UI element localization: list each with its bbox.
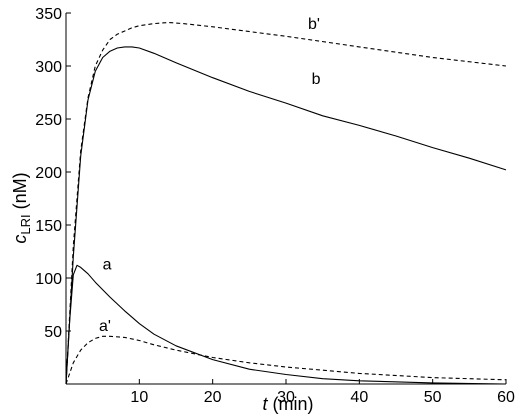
y-axis-variable: c xyxy=(10,235,30,244)
curve-label: b' xyxy=(308,16,320,33)
y-tick-label: 300 xyxy=(35,59,62,76)
x-axis-variable: t xyxy=(262,394,268,414)
y-tick-label: 350 xyxy=(35,6,62,23)
y-axis-unit: (nM) xyxy=(10,172,30,214)
y-axis-subscript: LRI xyxy=(18,214,33,234)
series-layer xyxy=(65,21,507,385)
series-line-b-prime xyxy=(65,21,507,385)
annotation-layer: b' b a a' xyxy=(99,16,321,335)
axes: 10 20 30 40 50 60 50 100 150 200 250 300 350 xyxy=(35,6,515,406)
x-tick-label: 20 xyxy=(204,389,222,406)
series-line-b xyxy=(65,46,507,385)
x-axis-unit: (min) xyxy=(268,394,314,414)
x-tick-label: 40 xyxy=(350,389,368,406)
x-tick-label: 30 xyxy=(277,389,295,406)
x-tick-label: 50 xyxy=(424,389,442,406)
y-tick-label: 100 xyxy=(35,271,62,288)
curve-label: a xyxy=(103,257,112,274)
y-tick-label: 150 xyxy=(35,218,62,235)
x-axis-title: t (min) xyxy=(262,394,313,414)
y-tick-label: 50 xyxy=(44,324,62,341)
y-tick-label: 250 xyxy=(35,112,62,129)
y-axis-title: cLRI (nM) xyxy=(10,172,33,243)
x-tick-label: 60 xyxy=(497,389,515,406)
curve-label: a' xyxy=(99,318,111,335)
y-tick-label: 200 xyxy=(35,165,62,182)
x-tick-label: 10 xyxy=(130,389,148,406)
series-line-a-prime xyxy=(65,335,507,385)
series-line-a xyxy=(65,264,507,385)
curve-label: b xyxy=(312,71,321,88)
